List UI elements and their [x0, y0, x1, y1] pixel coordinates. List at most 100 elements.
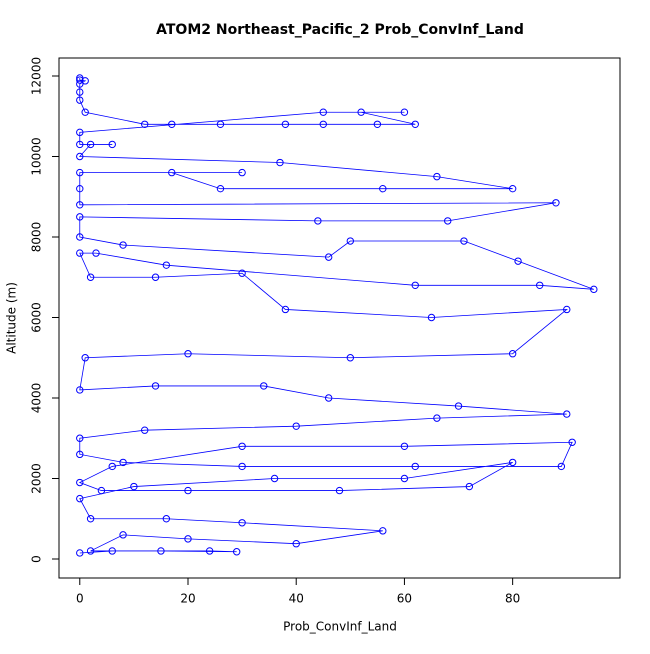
point	[563, 305, 571, 314]
point	[314, 217, 322, 225]
y-axis-label: Altitude (m)	[5, 282, 19, 354]
y-tick-label: 8000	[30, 222, 44, 253]
point	[76, 201, 84, 209]
point	[319, 108, 327, 116]
point	[184, 350, 192, 358]
point	[76, 478, 84, 487]
x-tick-label: 0	[76, 592, 84, 606]
point	[108, 547, 116, 555]
point	[400, 108, 409, 116]
point	[76, 96, 84, 104]
point	[324, 253, 333, 261]
point	[162, 261, 171, 269]
point	[76, 76, 84, 84]
y-tick-label: 4000	[30, 383, 44, 414]
point	[76, 128, 84, 137]
point	[184, 486, 192, 495]
point	[238, 168, 246, 177]
point	[157, 547, 165, 555]
point	[81, 108, 89, 116]
point	[379, 184, 387, 193]
point	[108, 462, 116, 471]
point	[119, 241, 127, 249]
point	[76, 80, 84, 88]
point	[141, 120, 149, 128]
point	[232, 548, 241, 556]
point	[168, 120, 176, 128]
point	[514, 257, 522, 265]
point	[357, 108, 365, 116]
point	[281, 120, 290, 128]
point	[379, 527, 387, 535]
point	[400, 474, 409, 483]
point	[76, 549, 84, 557]
point	[108, 140, 116, 149]
point	[292, 422, 300, 430]
chart-title: ATOM2 Northeast_Pacific_2 Prob_ConvInf_L…	[156, 22, 524, 38]
point	[270, 474, 279, 483]
point	[346, 354, 355, 362]
point	[76, 88, 84, 96]
point	[508, 458, 517, 467]
x-tick-label: 60	[397, 592, 412, 606]
x-tick-label: 80	[505, 592, 520, 606]
point	[557, 462, 566, 471]
point	[324, 394, 333, 402]
point	[411, 120, 419, 128]
point	[86, 273, 95, 281]
point	[86, 547, 95, 555]
point	[552, 199, 560, 207]
y-tick-label: 12000	[30, 57, 44, 95]
point	[590, 285, 598, 294]
point	[335, 486, 344, 495]
y-tick-label: 0	[30, 555, 44, 563]
point	[168, 168, 176, 177]
point	[76, 249, 84, 257]
y-tick-label: 2000	[30, 463, 44, 494]
point	[536, 281, 544, 289]
point	[238, 442, 246, 450]
point	[238, 269, 246, 277]
point	[400, 442, 409, 450]
point	[86, 140, 95, 149]
point	[454, 402, 463, 410]
point	[216, 184, 225, 193]
x-tick-label: 40	[289, 592, 304, 606]
plot-frame	[58, 57, 621, 579]
point	[76, 168, 84, 177]
point	[281, 305, 290, 314]
x-tick-label: 20	[180, 592, 195, 606]
point	[460, 237, 468, 245]
point	[81, 77, 89, 85]
point	[162, 515, 171, 523]
point	[119, 458, 127, 467]
point	[433, 172, 441, 181]
point	[373, 120, 382, 128]
point	[141, 426, 149, 434]
point	[411, 462, 419, 471]
point	[86, 515, 95, 523]
point	[216, 120, 225, 128]
point	[508, 184, 517, 193]
point	[260, 382, 268, 390]
point	[444, 217, 452, 225]
y-tick-label: 10000	[30, 137, 44, 175]
point	[76, 184, 84, 193]
point	[97, 486, 106, 495]
point	[508, 350, 517, 358]
point	[81, 354, 89, 362]
point	[76, 434, 84, 442]
point	[76, 450, 84, 459]
point	[184, 535, 192, 543]
point	[76, 386, 84, 394]
point	[433, 414, 441, 422]
y-tick-label: 6000	[30, 302, 44, 333]
point	[563, 410, 571, 418]
series-line	[78, 78, 594, 554]
point	[205, 547, 214, 555]
point	[276, 158, 284, 167]
point	[76, 233, 84, 241]
point	[119, 531, 127, 539]
point	[411, 281, 419, 289]
point	[76, 494, 84, 503]
